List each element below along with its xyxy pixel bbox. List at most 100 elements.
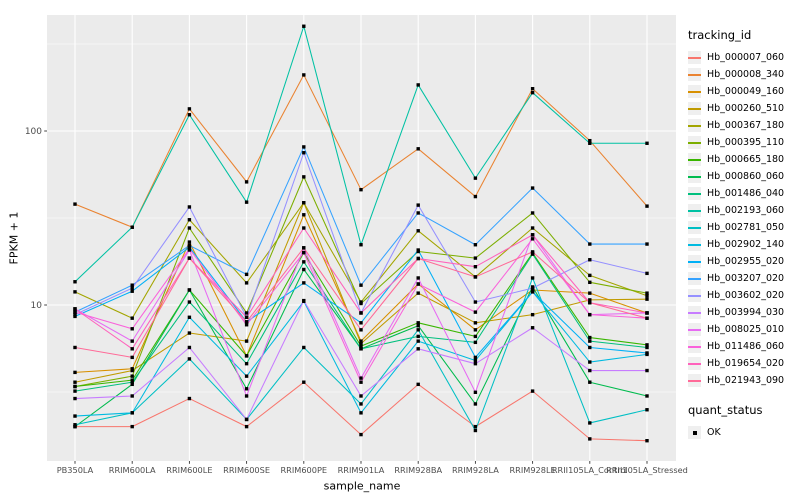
legend-item-label: Hb_000049_160: [707, 86, 785, 97]
x-tick-label: RRIM928LA: [452, 465, 499, 475]
data-point: [645, 343, 649, 347]
data-point: [359, 376, 363, 380]
data-point: [187, 205, 192, 209]
data-point: [416, 147, 420, 151]
line-key-icon: [688, 323, 701, 336]
legend-item-Hb_003207_020: Hb_003207_020: [688, 270, 800, 287]
line-key-icon: [688, 357, 701, 370]
data-point: [588, 301, 592, 305]
legend-item-label: Hb_003207_020: [707, 273, 785, 284]
x-tick-label: RRIM928LE: [509, 465, 555, 475]
data-point: [302, 226, 306, 230]
legend-title-tracking-id: tracking_id: [688, 28, 752, 42]
data-point: [244, 424, 249, 429]
x-tick-label: RRII105LA_Control: [552, 465, 628, 475]
data-point: [244, 339, 249, 343]
data-point: [530, 237, 535, 241]
data-point: [473, 310, 478, 314]
data-point: [645, 242, 649, 246]
data-point: [473, 355, 478, 360]
data-point: [244, 180, 249, 184]
data-point: [130, 424, 134, 429]
data-point: [416, 324, 420, 328]
line-key-icon: [688, 51, 701, 64]
data-point: [130, 355, 134, 360]
x-tick-label: PB350LA: [57, 465, 94, 475]
data-point: [588, 421, 592, 425]
data-point: [244, 200, 249, 204]
legend-item-Hb_002902_140: Hb_002902_140: [688, 236, 800, 253]
data-point: [473, 358, 478, 363]
legend-item-Hb_003994_030: Hb_003994_030: [688, 304, 800, 321]
data-point: [302, 281, 306, 285]
legend-item-label: Hb_000367_180: [707, 120, 785, 131]
data-point: [416, 382, 420, 387]
data-point: [130, 380, 134, 384]
line-key-icon: [688, 255, 701, 268]
data-point: [530, 276, 535, 280]
data-point: [187, 357, 192, 361]
data-point: [359, 283, 363, 287]
legend-item-Hb_019654_020: Hb_019654_020: [688, 355, 800, 372]
data-point: [588, 339, 592, 343]
data-point: [130, 225, 134, 229]
legend: tracking_id Hb_000007_060 Hb_000008_340 Hb…: [688, 28, 800, 441]
data-point: [645, 294, 649, 298]
x-tick-label: RRIM928BA: [394, 465, 442, 475]
legend-item-label: OK: [707, 427, 721, 438]
legend-item-label: Hb_002955_020: [707, 256, 785, 267]
x-tick-label: RRIM600SE: [223, 465, 270, 475]
legend-item-Hb_000395_110: Hb_000395_110: [688, 134, 800, 151]
data-point: [187, 240, 192, 244]
data-point: [530, 290, 535, 294]
data-point: [588, 380, 592, 384]
data-point: [359, 347, 363, 351]
data-point: [302, 145, 306, 149]
data-point: [187, 256, 192, 260]
data-point: [73, 396, 77, 401]
data-point: [416, 339, 420, 343]
data-point: [416, 347, 420, 351]
data-point: [359, 339, 363, 343]
data-point: [588, 291, 592, 295]
legend-item-label: Hb_000665_180: [707, 154, 785, 165]
data-point: [416, 334, 420, 339]
data-point: [73, 380, 77, 384]
data-point: [473, 428, 478, 433]
data-point: [244, 394, 249, 398]
data-point: [473, 300, 478, 304]
y-tick-label: 10: [31, 301, 43, 311]
line-key-icon: [688, 238, 701, 251]
line-key-icon: [688, 170, 701, 183]
data-point: [530, 91, 535, 95]
legend-item-Hb_000860_060: Hb_000860_060: [688, 168, 800, 185]
data-point: [244, 361, 249, 366]
data-point: [302, 73, 306, 77]
legend-item-label: Hb_001486_040: [707, 188, 785, 199]
data-point: [130, 394, 134, 398]
data-point: [359, 394, 363, 398]
legend-item-label: Hb_002781_050: [707, 222, 785, 233]
line-key-icon: [688, 153, 701, 166]
data-point: [359, 341, 363, 346]
line-key-icon: [688, 272, 701, 285]
data-point: [588, 437, 592, 441]
data-point: [416, 256, 420, 261]
data-point: [645, 345, 649, 350]
data-point: [244, 311, 249, 315]
legend-item-Hb_000049_160: Hb_000049_160: [688, 83, 800, 100]
line-key-icon: [688, 306, 701, 319]
data-point: [73, 414, 77, 418]
legend-item-ok: OK: [688, 424, 800, 441]
data-point: [416, 291, 420, 295]
data-point: [530, 288, 535, 292]
legend-item-Hb_002781_050: Hb_002781_050: [688, 219, 800, 236]
data-point: [645, 141, 649, 145]
data-point: [130, 411, 134, 415]
legend-item-Hb_000007_060: Hb_000007_060: [688, 49, 800, 66]
data-point: [130, 339, 134, 343]
legend-item-Hb_003602_020: Hb_003602_020: [688, 287, 800, 304]
data-point: [130, 283, 134, 287]
data-point: [187, 345, 192, 350]
